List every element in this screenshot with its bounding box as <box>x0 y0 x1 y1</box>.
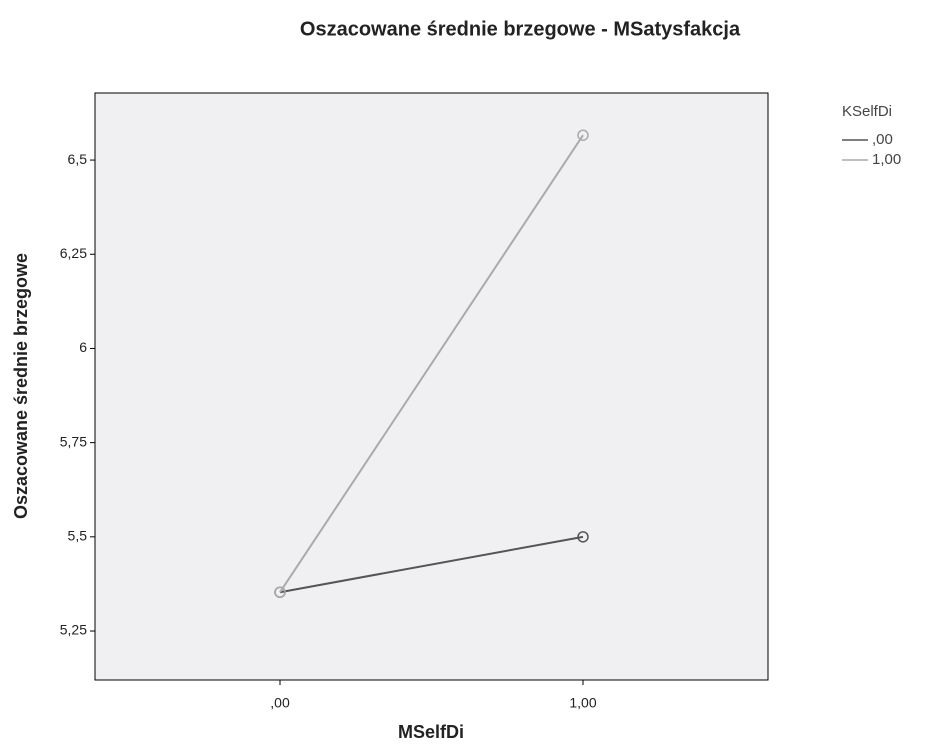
legend-title: KSelfDi <box>842 103 892 120</box>
y-tick-label: 5,75 <box>60 433 87 449</box>
data-point <box>577 129 589 141</box>
y-tick-label: 6,5 <box>68 151 88 167</box>
x-tick-label: ,00 <box>270 695 290 711</box>
x-axis-title: MSelfDi <box>398 722 464 742</box>
legend-label: ,00 <box>872 131 893 148</box>
y-tick-label: 6 <box>79 339 87 355</box>
y-tick-label: 5,5 <box>68 528 88 544</box>
plot-area <box>94 92 769 681</box>
chart-title: Oszacowane średnie brzegowe - MSatysfakc… <box>300 18 741 40</box>
series-line <box>279 535 584 594</box>
y-axis-title: Oszacowane średnie brzegowe <box>11 253 31 519</box>
legend-label: 1,00 <box>872 151 901 168</box>
y-tick-label: 5,25 <box>60 622 87 638</box>
y-tick-label: 6,25 <box>60 245 87 261</box>
data-point <box>577 531 589 543</box>
x-tick-label: 1,00 <box>569 695 596 711</box>
data-point <box>274 586 286 598</box>
series-line <box>279 134 584 593</box>
legend: KSelfDi ,00 1,00 <box>842 103 901 168</box>
